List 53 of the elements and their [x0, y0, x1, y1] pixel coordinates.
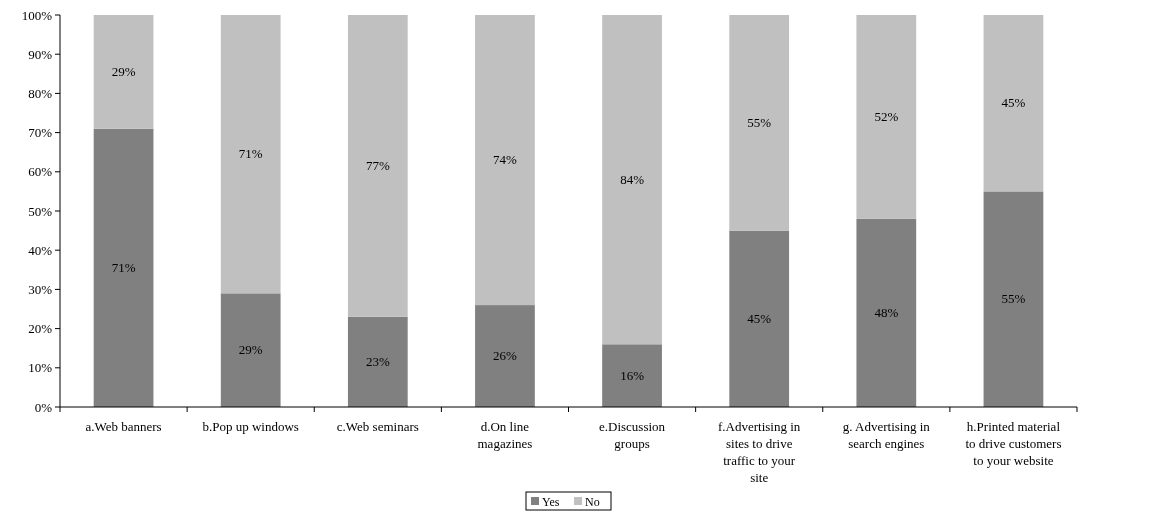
y-tick-label: 90% — [28, 46, 53, 62]
data-label: 29% — [238, 342, 263, 358]
y-tick-label: 80% — [28, 85, 53, 101]
y-tick-label: 70% — [28, 125, 53, 141]
y-tick-label: 50% — [28, 203, 53, 219]
bar — [93, 128, 154, 407]
data-label: 55% — [747, 114, 772, 130]
bar — [220, 293, 281, 407]
data-label: 23% — [365, 353, 390, 369]
bar — [729, 230, 790, 407]
x-tick-label: h.Printed material to drive customers to your website — [965, 419, 1062, 468]
legend-label: Yes — [542, 494, 560, 509]
legend-label: No — [585, 494, 600, 509]
x-tick-label: f.Advertising in sites to drive traffic to your site — [718, 419, 801, 485]
bar — [983, 15, 1044, 192]
y-tick-label: 60% — [28, 164, 53, 180]
data-label: 48% — [874, 304, 899, 320]
bar — [475, 15, 535, 306]
bar — [856, 15, 917, 219]
bar — [602, 344, 662, 407]
y-tick-label: 100% — [21, 7, 53, 23]
data-label: 71% — [111, 259, 136, 275]
data-label: 16% — [620, 367, 645, 383]
data-label: 45% — [1001, 95, 1026, 111]
bar — [856, 218, 917, 407]
bar — [93, 15, 154, 129]
bar — [475, 305, 535, 407]
data-label: 26% — [493, 348, 518, 364]
y-tick-label: 0% — [34, 399, 53, 415]
data-label: 45% — [747, 310, 772, 326]
data-label: 84% — [620, 171, 645, 187]
y-tick-label: 30% — [28, 281, 53, 297]
bar — [220, 15, 281, 294]
bar — [347, 316, 408, 407]
data-label: 71% — [238, 146, 263, 162]
y-tick-label: 10% — [28, 360, 53, 376]
bar — [983, 191, 1044, 407]
bar — [729, 15, 790, 231]
x-tick-label: d.On line magazines — [477, 419, 533, 451]
x-tick-label: b.Pop up windows — [202, 419, 299, 434]
data-label: 29% — [111, 63, 136, 79]
bar — [347, 15, 408, 317]
x-tick-label: c.Web seminars — [336, 419, 419, 434]
bar — [602, 15, 662, 345]
x-tick-label: a.Web banners — [85, 419, 162, 434]
data-label: 74% — [493, 152, 518, 168]
x-tick-label: e.Discussion groups — [599, 419, 666, 451]
data-label: 52% — [874, 108, 899, 124]
y-tick-label: 40% — [28, 242, 53, 258]
y-tick-label: 20% — [28, 321, 53, 337]
x-tick-label: g. Advertising in search engines — [842, 419, 931, 451]
data-label: 55% — [1001, 291, 1026, 307]
data-label: 77% — [365, 157, 390, 173]
